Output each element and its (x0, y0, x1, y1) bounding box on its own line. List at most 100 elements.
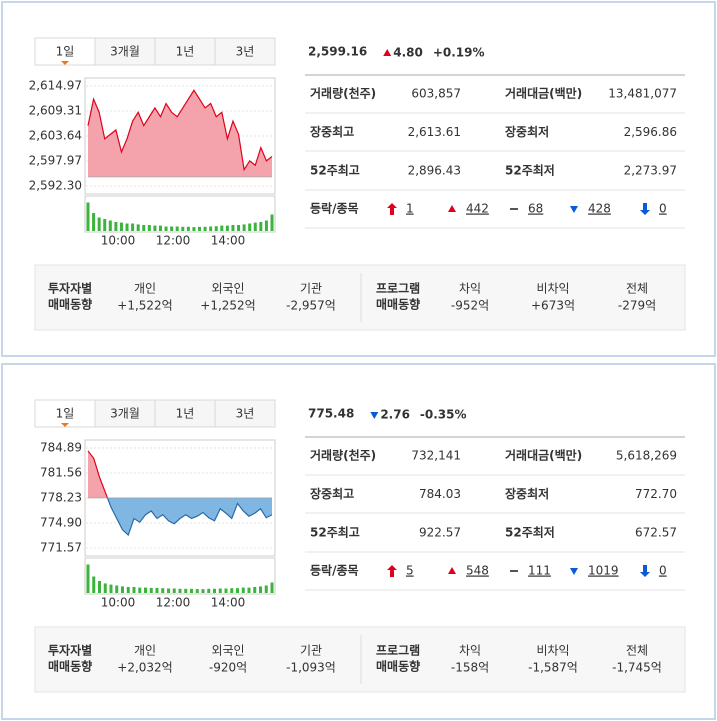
volume-bar (170, 226, 174, 231)
period-tab-label[interactable]: 3개월 (110, 45, 140, 59)
volume-bar (198, 226, 202, 231)
flow-label: 프로그램 (376, 643, 420, 658)
volume-bar (270, 214, 274, 231)
y-tick-label: 2,597.97 (29, 153, 82, 167)
x-tick-label: 14:00 (211, 234, 246, 248)
stat-value: 603,857 (411, 87, 461, 101)
flow-value: -279억 (618, 299, 656, 313)
stat-label: 거래대금(백만) (505, 448, 582, 463)
volume-bar (242, 224, 246, 231)
volume-bar (125, 223, 129, 231)
volume-bar (98, 581, 101, 593)
period-tab[interactable] (154, 37, 216, 66)
flow-name: 비차익 (536, 282, 569, 296)
period-tab-label[interactable]: 1년 (176, 407, 195, 421)
flow-value: -952억 (451, 299, 489, 313)
volume-bar (172, 588, 176, 593)
period-tab[interactable] (214, 399, 276, 428)
breadth-label: 등락/종목 (310, 202, 359, 216)
breadth-count[interactable]: 548 (466, 564, 489, 578)
period-tab[interactable] (154, 399, 216, 428)
stat-label: 거래대금(백만) (505, 86, 582, 101)
period-tab-label[interactable]: 3년 (236, 45, 255, 59)
stat-label: 장중최저 (505, 486, 549, 501)
breadth-count[interactable]: 442 (466, 202, 489, 216)
breadth-count[interactable]: 0 (659, 202, 667, 216)
y-tick-label: 2,592.30 (29, 179, 82, 193)
price-line (106, 497, 273, 537)
stat-value: 922.57 (419, 526, 461, 540)
index-change: 2.76 (380, 408, 410, 422)
volume-bar (237, 225, 241, 231)
breadth-icon (448, 205, 456, 212)
breadth-icon (570, 206, 578, 213)
breadth-count[interactable]: 68 (528, 202, 543, 216)
breadth-icon (510, 208, 518, 210)
volume-bar (259, 222, 263, 231)
period-tab[interactable] (94, 399, 156, 428)
x-tick-label: 10:00 (101, 596, 136, 610)
volume-bar (136, 224, 140, 231)
volume-bar (186, 226, 190, 231)
volume-bar (131, 223, 135, 231)
volume-frame (84, 195, 276, 233)
breadth-icon (570, 568, 578, 575)
breadth-count[interactable]: 1 (406, 202, 414, 216)
stat-label: 거래량(천주) (310, 86, 376, 101)
breadth-icon (387, 203, 397, 215)
volume-bar (231, 225, 235, 231)
stat-value: 784.03 (419, 487, 461, 501)
stat-value: 13,481,077 (608, 87, 677, 101)
breadth-count[interactable]: 428 (588, 202, 611, 216)
y-tick-label: 784.89 (40, 441, 82, 455)
volume-bar (247, 587, 251, 593)
stat-label: 52주최고 (310, 525, 360, 540)
volume-bar (201, 589, 205, 593)
period-tab-label[interactable]: 1년 (176, 45, 195, 59)
x-tick-label: 14:00 (211, 596, 246, 610)
volume-bar (132, 587, 136, 593)
flow-label: 프로그램 (376, 281, 420, 296)
area-up (88, 90, 272, 177)
breadth-count[interactable]: 1019 (588, 564, 619, 578)
volume-bar (214, 226, 218, 231)
y-tick-label: 771.57 (40, 541, 82, 555)
volume-bar (195, 589, 199, 593)
area-down (88, 497, 272, 536)
stat-value: 732,141 (411, 449, 461, 463)
stat-label: 52주최고 (310, 163, 360, 178)
market-panel: 1일 3개월 1년 3년 784.89 781.56 778.23 774.90 771.57 1… (1, 363, 716, 720)
index-change: 4.80 (393, 46, 423, 60)
volume-bar (264, 220, 268, 231)
volume-bar (119, 222, 123, 231)
index-change-pct: -0.35% (420, 408, 467, 422)
period-tab[interactable] (34, 399, 96, 428)
breadth-count[interactable]: 5 (406, 564, 414, 578)
flow-label: 매매동향 (376, 297, 420, 312)
x-tick-label: 12:00 (156, 234, 191, 248)
period-tab[interactable] (214, 37, 276, 66)
flow-name: 전체 (626, 644, 648, 658)
volume-bar (158, 225, 162, 231)
market-panel: 1일 3개월 1년 3년 2,614.97 2,609.31 2,603.64 2,597.9… (1, 1, 716, 357)
y-tick-label: 2,609.31 (29, 103, 82, 117)
flow-value: +1,522억 (117, 299, 172, 313)
period-tab-label[interactable]: 1일 (56, 45, 75, 59)
volume-bar (153, 225, 157, 231)
stat-label: 거래량(천주) (310, 448, 376, 463)
y-tick-label: 778.23 (40, 491, 82, 505)
flow-name: 기관 (300, 644, 322, 658)
stat-value: 2,596.86 (624, 125, 677, 139)
volume-bar (209, 226, 213, 231)
volume-bar (149, 587, 153, 593)
volume-bar (167, 588, 170, 593)
breadth-count[interactable]: 0 (659, 564, 667, 578)
flow-name: 전체 (626, 282, 648, 296)
stat-label: 52주최저 (505, 163, 555, 178)
period-tab-label[interactable]: 3년 (236, 407, 255, 421)
volume-bar (115, 585, 119, 593)
breadth-count[interactable]: 111 (528, 564, 551, 578)
period-tab-label[interactable]: 3개월 (110, 407, 140, 421)
volume-bar (259, 586, 262, 593)
period-tab-label[interactable]: 1일 (56, 407, 75, 421)
